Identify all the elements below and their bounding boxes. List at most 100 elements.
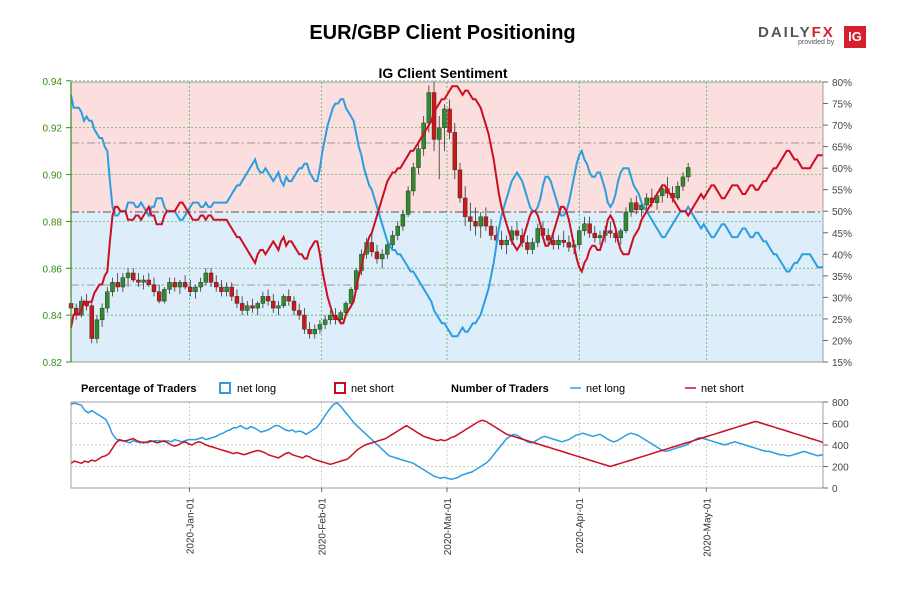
candle-body [468, 216, 473, 222]
percent-tick-label: 25% [832, 315, 852, 326]
candle-body [582, 223, 587, 231]
candle-body [141, 279, 146, 283]
legend-pct-title: Percentage of Traders [81, 383, 197, 395]
candle-body [338, 312, 343, 321]
candle-body [312, 328, 317, 335]
candle-body [400, 214, 406, 227]
candle-body [514, 230, 520, 236]
candle-body [188, 286, 193, 292]
candle-body [675, 186, 680, 199]
legend-pct-long-swatch [219, 382, 231, 394]
candle-body [193, 286, 198, 292]
candle-body [644, 197, 649, 206]
candle-body [260, 296, 266, 304]
candle-body [131, 272, 136, 281]
candle-body [685, 167, 691, 178]
candle-body [302, 314, 307, 330]
candle-body [317, 324, 323, 330]
candle-body [307, 328, 312, 335]
percent-tick-label: 20% [832, 336, 852, 347]
ig-logo-icon: IG [844, 26, 866, 48]
candle-body [208, 272, 214, 283]
date-tick-label: 2020-Apr-01 [575, 498, 586, 554]
date-tick-label: 2020-May-01 [702, 498, 713, 557]
chart-subtitle: IG Client Sentiment [378, 65, 507, 81]
count-tick-label: 800 [832, 398, 849, 409]
candle-body [483, 216, 489, 227]
candle-body [385, 244, 390, 255]
candle-body [182, 282, 188, 288]
count-tick-label: 0 [832, 484, 838, 495]
percent-tick-label: 80% [832, 78, 852, 89]
candle-body [120, 277, 126, 288]
candle-body [234, 296, 240, 304]
candle-body [395, 225, 400, 236]
candle-body [136, 279, 141, 283]
candle-body [110, 282, 115, 292]
count-tick-label: 200 [832, 463, 849, 474]
candle-body [156, 291, 162, 302]
legend-num-long-label: net long [586, 383, 625, 395]
candle-body [167, 282, 172, 290]
candle-body [618, 230, 623, 239]
percent-tick-label: 50% [832, 207, 852, 218]
date-tick-label: 2020-Mar-01 [443, 498, 454, 556]
candle-body [478, 216, 483, 227]
candle-body [634, 202, 639, 210]
candle-body [265, 296, 271, 302]
candle-body [115, 282, 120, 288]
percent-tick-label: 55% [832, 186, 852, 197]
candle-body [379, 254, 385, 260]
candle-body [151, 284, 157, 292]
candle-body [452, 132, 457, 171]
price-tick-label: 0.82 [43, 358, 63, 369]
dailyfx-logo[interactable]: DAILYFX provided by IG [758, 24, 870, 50]
percent-tick-label: 60% [832, 164, 852, 175]
candle-body [172, 282, 177, 288]
date-tick-label: 2020-Jan-01 [185, 498, 196, 555]
candle-body [416, 148, 421, 168]
date-axis-ticks: 2020-Jan-01 2020-Feb-01 2020-Mar-01 2020-Ap… [185, 488, 713, 557]
price-axis-ticks: 0.82 0.84 0.86 0.88 0.90 0.92 0.94 [43, 77, 71, 369]
candle-body [608, 230, 613, 234]
candle-body [229, 286, 234, 297]
candle-body [525, 242, 530, 250]
candle-body [245, 305, 250, 311]
candle-body [577, 230, 582, 246]
candle-body [411, 167, 416, 192]
percent-tick-label: 65% [832, 143, 852, 154]
net-short-percent-line [70, 85, 823, 328]
logo-wordmark: DAILYFX [758, 24, 835, 41]
count-tick-label: 400 [832, 441, 849, 452]
legend-pct-short-swatch [334, 382, 346, 394]
candle-body [437, 127, 442, 140]
candle-body [551, 239, 556, 246]
candle-body [426, 92, 432, 124]
logo-provided-by: provided by [798, 39, 835, 46]
candle-body [105, 291, 110, 309]
net-long-percent-line [70, 94, 823, 338]
candle-body [250, 305, 255, 309]
percent-tick-label: 35% [832, 272, 852, 283]
candle-body [660, 188, 665, 196]
percent-tick-label: 30% [832, 293, 852, 304]
candle-body [239, 303, 245, 311]
net-short-count-line [70, 419, 824, 468]
price-tick-label: 0.92 [43, 124, 63, 135]
candle-body [203, 272, 209, 283]
candle-body [680, 176, 686, 187]
legend-pct-long-label: net long [237, 383, 276, 395]
price-tick-label: 0.86 [43, 264, 63, 275]
net-long-count-line [70, 402, 824, 481]
candle-body [405, 190, 411, 215]
price-tick-label: 0.88 [43, 217, 63, 228]
candle-body [322, 319, 328, 325]
candle-body [328, 314, 333, 321]
candle-body [566, 242, 572, 248]
candle-body [597, 235, 603, 239]
price-tick-label: 0.94 [43, 77, 63, 88]
candle-body [457, 169, 463, 199]
candle-body [99, 307, 105, 321]
candle-body [535, 228, 540, 243]
count-grid-lines [71, 401, 823, 489]
